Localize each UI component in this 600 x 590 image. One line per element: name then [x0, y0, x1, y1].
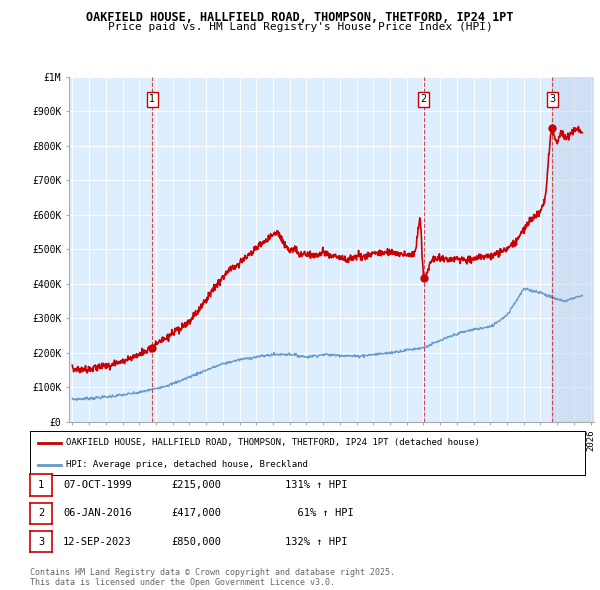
Text: 1: 1: [149, 94, 155, 104]
Text: £850,000: £850,000: [171, 537, 221, 546]
Text: 61% ↑ HPI: 61% ↑ HPI: [285, 509, 354, 518]
Text: 06-JAN-2016: 06-JAN-2016: [63, 509, 132, 518]
Text: £417,000: £417,000: [171, 509, 221, 518]
Text: 1: 1: [38, 480, 44, 490]
Text: 12-SEP-2023: 12-SEP-2023: [63, 537, 132, 546]
Text: 2: 2: [38, 509, 44, 518]
Text: OAKFIELD HOUSE, HALLFIELD ROAD, THOMPSON, THETFORD, IP24 1PT (detached house): OAKFIELD HOUSE, HALLFIELD ROAD, THOMPSON…: [66, 438, 480, 447]
Text: Price paid vs. HM Land Registry's House Price Index (HPI): Price paid vs. HM Land Registry's House …: [107, 22, 493, 32]
Text: 2: 2: [421, 94, 427, 104]
Text: 132% ↑ HPI: 132% ↑ HPI: [285, 537, 347, 546]
Text: 131% ↑ HPI: 131% ↑ HPI: [285, 480, 347, 490]
Text: Contains HM Land Registry data © Crown copyright and database right 2025.
This d: Contains HM Land Registry data © Crown c…: [30, 568, 395, 587]
Text: 3: 3: [549, 94, 555, 104]
Text: 3: 3: [38, 537, 44, 546]
Text: OAKFIELD HOUSE, HALLFIELD ROAD, THOMPSON, THETFORD, IP24 1PT: OAKFIELD HOUSE, HALLFIELD ROAD, THOMPSON…: [86, 11, 514, 24]
Bar: [552, 77, 594, 422]
Text: £215,000: £215,000: [171, 480, 221, 490]
Text: HPI: Average price, detached house, Breckland: HPI: Average price, detached house, Brec…: [66, 460, 308, 469]
Text: 07-OCT-1999: 07-OCT-1999: [63, 480, 132, 490]
